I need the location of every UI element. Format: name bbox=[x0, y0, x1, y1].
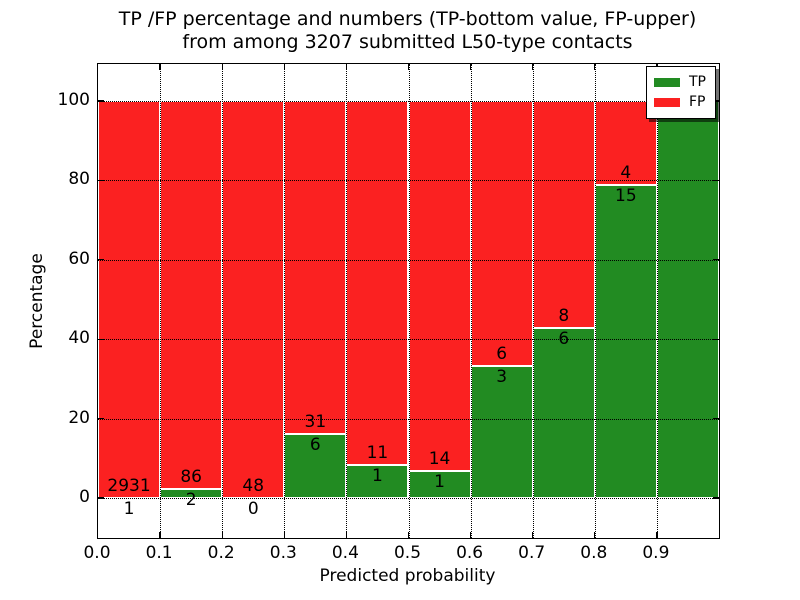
chart-title-line1: TP /FP percentage and numbers (TP-bottom… bbox=[118, 8, 697, 30]
y-tick-label: 40 bbox=[68, 328, 90, 349]
vertical-gridline bbox=[408, 64, 410, 538]
tp-count-label: 1 bbox=[434, 472, 445, 493]
fp-bar-segment bbox=[98, 101, 161, 498]
x-tick-mark bbox=[594, 64, 596, 70]
vertical-gridline bbox=[594, 64, 596, 538]
fp-count-label: 31 bbox=[304, 411, 327, 432]
tp-count-label: 15 bbox=[615, 185, 637, 206]
y-tick-mark bbox=[98, 338, 104, 340]
grid-layer bbox=[98, 64, 719, 538]
x-tick-mark bbox=[345, 532, 348, 538]
x-tick-mark bbox=[469, 532, 472, 538]
tp-bar-segment bbox=[470, 365, 533, 498]
fp-bar-segment bbox=[222, 101, 285, 498]
fp-bar-segment bbox=[532, 101, 595, 328]
x-tick-label: 0.9 bbox=[642, 543, 670, 563]
y-tick-mark bbox=[98, 259, 104, 261]
fp-count-label: 4 bbox=[620, 162, 632, 183]
x-tick-mark bbox=[532, 64, 534, 70]
y-tick-mark bbox=[713, 497, 719, 499]
fp-count-label: 6 bbox=[496, 343, 508, 364]
legend-label-tp: TP bbox=[689, 74, 706, 90]
legend-item-tp: TP bbox=[654, 72, 708, 92]
tp-count-label: 6 bbox=[558, 328, 570, 349]
y-tick-mark bbox=[98, 417, 104, 420]
vertical-gridline bbox=[656, 64, 658, 538]
x-tick-label: 0.5 bbox=[393, 543, 422, 563]
y-axis-label: Percentage bbox=[27, 253, 47, 349]
y-tick-label: 100 bbox=[57, 90, 90, 110]
plot-area: 29311862480316111141638641555 bbox=[97, 63, 720, 539]
x-tick-mark bbox=[407, 532, 410, 538]
x-tick-mark bbox=[159, 64, 161, 70]
x-tick-label: 0.0 bbox=[83, 543, 111, 563]
x-tick-label: 0.7 bbox=[518, 543, 546, 563]
tp-count-label: 0 bbox=[247, 499, 259, 519]
fp-swatch-icon bbox=[654, 97, 680, 107]
bar-labels-layer: 29311862480316111141638641555 bbox=[98, 64, 719, 538]
y-tick-mark bbox=[98, 100, 104, 102]
fp-count-label: 11 bbox=[366, 443, 389, 464]
y-tick-mark bbox=[98, 179, 104, 182]
x-tick-mark bbox=[594, 532, 596, 538]
fp-count-label: 14 bbox=[428, 449, 451, 470]
fp-bar-segment bbox=[284, 101, 347, 434]
x-tick-mark bbox=[656, 532, 658, 538]
y-tick-mark bbox=[713, 259, 719, 261]
vertical-gridline bbox=[160, 64, 162, 538]
x-tick-mark bbox=[221, 532, 223, 538]
vertical-gridline bbox=[532, 64, 534, 538]
vertical-gridline bbox=[470, 64, 472, 538]
vertical-gridline bbox=[222, 64, 224, 538]
chart-title: TP /FP percentage and numbers (TP-bottom… bbox=[97, 8, 718, 54]
fp-count-label: 48 bbox=[242, 476, 265, 496]
fp-count-label: 8 bbox=[558, 305, 570, 326]
fp-bar-segment bbox=[346, 101, 409, 466]
y-tick-mark bbox=[713, 417, 719, 420]
x-tick-mark bbox=[159, 532, 161, 538]
x-tick-label: 0.4 bbox=[331, 543, 359, 563]
x-tick-label: 0.3 bbox=[269, 543, 297, 563]
legend: TP FP bbox=[646, 66, 716, 119]
tp-count-label: 3 bbox=[496, 366, 508, 387]
y-tick-mark bbox=[713, 338, 719, 340]
x-tick-mark bbox=[283, 64, 285, 70]
y-tick-label: 20 bbox=[68, 407, 90, 428]
x-tick-mark bbox=[407, 64, 410, 70]
y-tick-mark bbox=[713, 179, 719, 182]
x-tick-label: 0.6 bbox=[456, 543, 484, 563]
x-tick-label: 0.8 bbox=[580, 543, 608, 563]
vertical-gridline bbox=[346, 64, 348, 538]
tp-count-label: 6 bbox=[309, 434, 321, 455]
vertical-gridline bbox=[284, 64, 286, 538]
fp-count-label: 2931 bbox=[107, 475, 151, 496]
x-tick-label: 0.1 bbox=[145, 543, 173, 563]
tp-count-label: 1 bbox=[123, 498, 135, 519]
x-tick-mark bbox=[532, 532, 534, 538]
legend-item-fp: FP bbox=[654, 92, 708, 112]
tp-count-label: 1 bbox=[372, 466, 383, 487]
y-tick-label: 0 bbox=[79, 487, 90, 507]
tp-count-label: 2 bbox=[185, 489, 197, 510]
bars-layer bbox=[98, 64, 719, 538]
x-axis-label: Predicted probability bbox=[319, 566, 496, 586]
x-tick-mark bbox=[469, 64, 472, 70]
tp-bar-segment bbox=[408, 471, 471, 498]
y-tick-mark bbox=[98, 497, 104, 499]
x-tick-mark bbox=[345, 64, 348, 70]
fp-count-label: 86 bbox=[180, 466, 202, 487]
y-tick-mark bbox=[713, 100, 719, 102]
legend-label-fp: FP bbox=[689, 94, 706, 110]
x-tick-label: 0.2 bbox=[207, 543, 235, 563]
y-tick-label: 80 bbox=[68, 169, 90, 190]
chart-title-line2: from among 3207 submitted L50-type conta… bbox=[182, 31, 633, 53]
x-tick-mark bbox=[283, 532, 285, 538]
y-tick-label: 60 bbox=[68, 248, 90, 269]
tp-swatch-icon bbox=[654, 77, 680, 87]
x-tick-mark bbox=[221, 64, 223, 70]
